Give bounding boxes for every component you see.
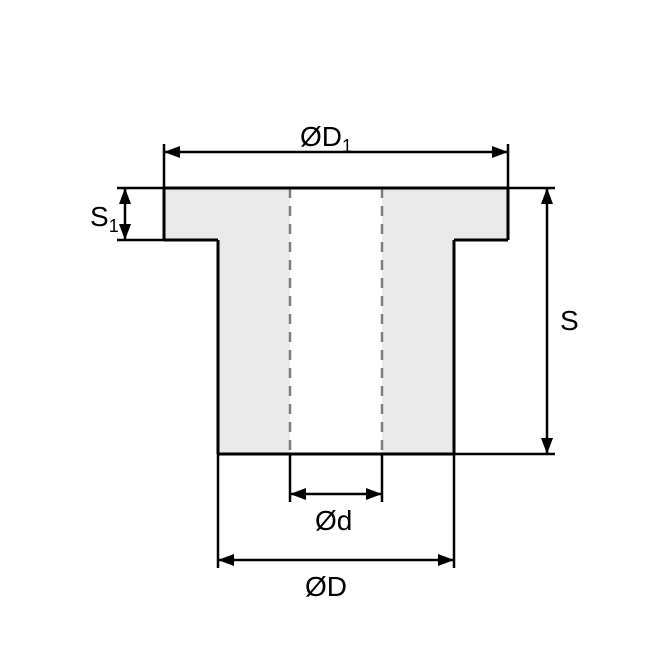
bushing-cross-section-diagram: ØD1 S1 S Ød ØD [0,0,671,670]
arrowhead [492,146,508,158]
arrowhead [290,488,306,500]
arrowhead [119,224,131,240]
arrowhead [541,188,553,204]
arrowhead [366,488,382,500]
arrowhead [119,188,131,204]
arrowhead [218,554,234,566]
label-D-outer: ØD [305,571,347,602]
section-right [382,188,508,454]
label-s1: S1 [90,201,119,236]
arrowhead [164,146,180,158]
arrowhead [541,438,553,454]
label-s: S [560,305,579,336]
arrowhead [438,554,454,566]
section-left [164,188,290,454]
label-d-bore: Ød [315,505,352,536]
label-d1: ØD1 [300,121,352,156]
